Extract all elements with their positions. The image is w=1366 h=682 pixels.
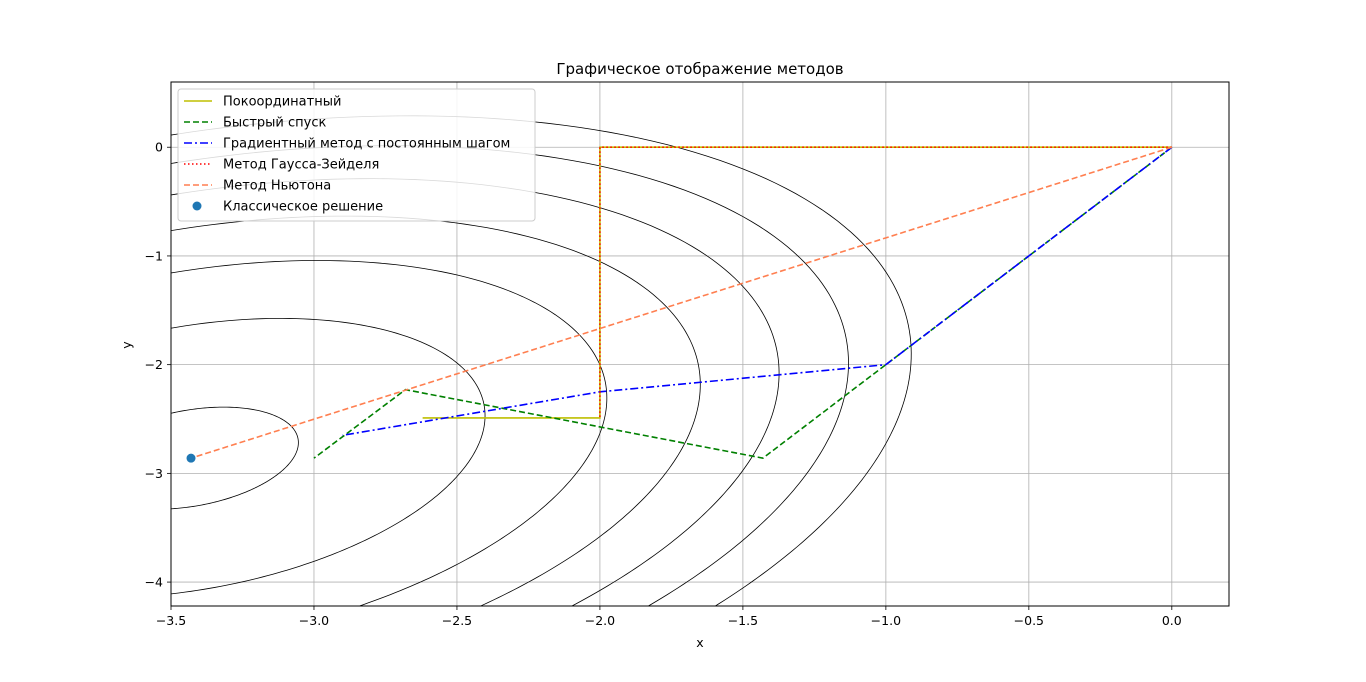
x-tick-label: −1.5 [728, 613, 758, 628]
x-axis: −3.5 −3.0 −2.5 −2.0 −1.5 −1.0 −0.5 0.0 [156, 606, 1182, 628]
series-line [190, 146, 1173, 459]
x-tick-label: −0.5 [1014, 613, 1044, 628]
y-tick-label: −3 [145, 466, 163, 481]
legend-entry: Классическое решение [223, 200, 383, 215]
contour-line [171, 145, 849, 606]
legend-marker [192, 201, 202, 211]
legend-entry: Покоординатный [223, 95, 341, 110]
x-tick-label: −2.5 [442, 613, 472, 628]
legend-entry: Метод Ньютона [223, 179, 331, 194]
chart-title: Графическое отображение методов [556, 60, 843, 78]
x-axis-label: x [696, 635, 703, 650]
legend-entry: Градиентный метод с постоянным шагом [223, 137, 510, 152]
contour-line [171, 215, 701, 606]
legend-box [177, 88, 536, 222]
legend-entry: Быстрый спуск [223, 116, 326, 131]
contour-lines [171, 115, 912, 606]
y-tick-label: 0 [155, 140, 163, 155]
y-tick-label: −2 [145, 357, 163, 372]
contour-line [171, 115, 912, 606]
legend-entry: Метод Гаусса-Зейделя [223, 158, 379, 173]
x-tick-label: −3.5 [156, 613, 186, 628]
series-line [313, 146, 1173, 460]
contour-line [171, 260, 608, 606]
y-tick-label: −1 [145, 248, 163, 263]
x-tick-label: −1.0 [871, 613, 901, 628]
series-line [342, 146, 1173, 437]
plot-frame [170, 81, 1230, 607]
x-tick-label: −2.0 [585, 613, 615, 628]
contour-line [171, 317, 486, 595]
x-tick-label: −3.0 [299, 613, 329, 628]
x-tick-label: 0.0 [1162, 613, 1182, 628]
solution-point [186, 453, 196, 463]
y-axis-label: y [119, 341, 134, 349]
legend: Покоординатный Быстрый спуск Градиентный м… [177, 88, 536, 222]
y-tick-label: −4 [145, 575, 163, 590]
contour-line [171, 178, 780, 606]
series-layer [186, 146, 1173, 463]
series-line [422, 146, 1172, 419]
y-axis: 0 −1 −2 −3 −4 [145, 140, 171, 590]
contour-line [171, 406, 299, 510]
